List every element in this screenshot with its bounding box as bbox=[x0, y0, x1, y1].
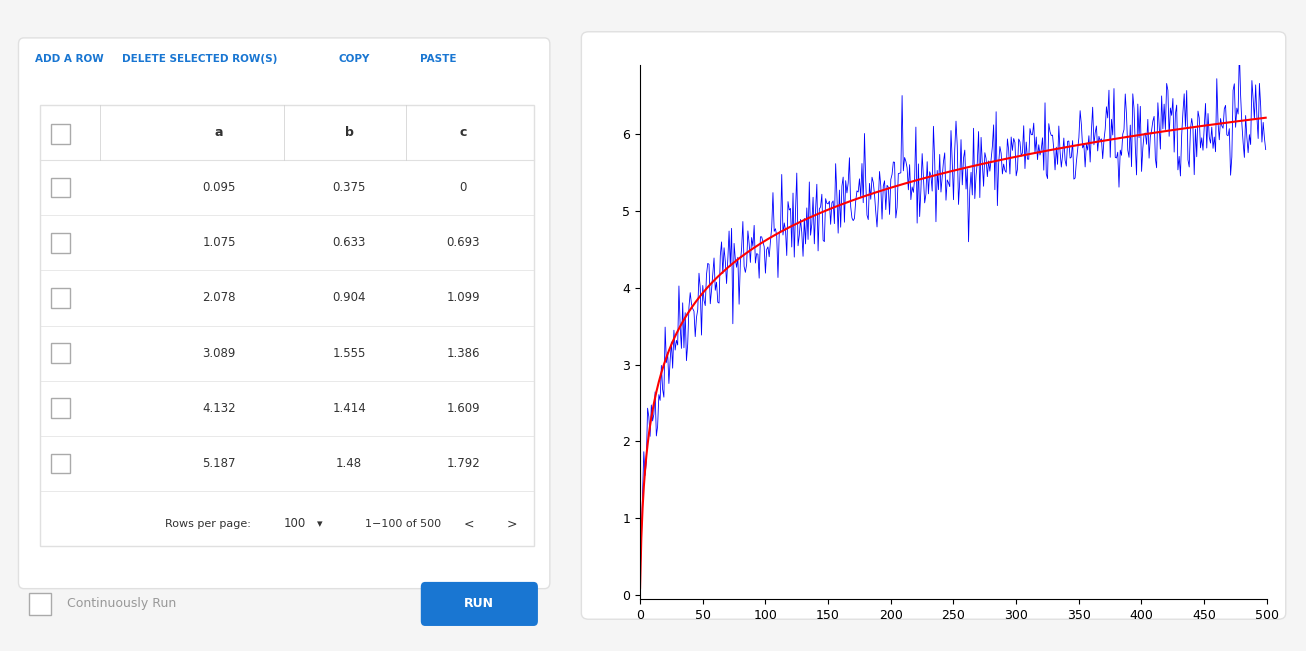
Text: 1.386: 1.386 bbox=[447, 346, 479, 359]
Text: 1.555: 1.555 bbox=[333, 346, 366, 359]
FancyBboxPatch shape bbox=[18, 38, 550, 589]
Text: b: b bbox=[345, 126, 354, 139]
Text: c: c bbox=[460, 126, 466, 139]
Text: 0.375: 0.375 bbox=[333, 182, 366, 194]
Text: >: > bbox=[507, 518, 517, 531]
Text: 1.792: 1.792 bbox=[447, 457, 481, 469]
Text: ▾: ▾ bbox=[316, 519, 323, 529]
Text: DELETE SELECTED ROW(S): DELETE SELECTED ROW(S) bbox=[121, 54, 277, 64]
Text: <: < bbox=[464, 518, 474, 531]
Text: 1.609: 1.609 bbox=[447, 402, 479, 415]
Text: 5.187: 5.187 bbox=[202, 457, 236, 469]
Bar bbox=[51, 454, 71, 473]
Bar bbox=[51, 124, 71, 144]
Text: 3.089: 3.089 bbox=[202, 346, 236, 359]
FancyBboxPatch shape bbox=[421, 582, 538, 626]
Text: 0: 0 bbox=[460, 182, 466, 194]
Text: Rows per page:: Rows per page: bbox=[165, 519, 251, 529]
Bar bbox=[51, 288, 71, 308]
Text: PASTE: PASTE bbox=[419, 54, 456, 64]
Text: 0.693: 0.693 bbox=[447, 236, 479, 249]
Text: 1.48: 1.48 bbox=[336, 457, 362, 469]
Text: RUN: RUN bbox=[465, 598, 495, 611]
Text: 2.078: 2.078 bbox=[202, 292, 236, 305]
Bar bbox=[51, 398, 71, 418]
Bar bbox=[29, 593, 51, 615]
Text: a: a bbox=[215, 126, 223, 139]
Text: 0.633: 0.633 bbox=[333, 236, 366, 249]
FancyBboxPatch shape bbox=[581, 32, 1285, 619]
Text: 0.904: 0.904 bbox=[333, 292, 366, 305]
Text: 0.095: 0.095 bbox=[202, 182, 236, 194]
Text: 4.132: 4.132 bbox=[202, 402, 236, 415]
Bar bbox=[40, 105, 534, 546]
Text: 1.099: 1.099 bbox=[447, 292, 479, 305]
Bar bbox=[51, 233, 71, 253]
Bar bbox=[51, 178, 71, 197]
Text: Continuously Run: Continuously Run bbox=[68, 598, 176, 611]
Text: 1.414: 1.414 bbox=[332, 402, 366, 415]
Bar bbox=[51, 343, 71, 363]
Text: 1.075: 1.075 bbox=[202, 236, 236, 249]
Text: COPY: COPY bbox=[338, 54, 370, 64]
Text: 1−100 of 500: 1−100 of 500 bbox=[366, 519, 441, 529]
Text: ADD A ROW: ADD A ROW bbox=[35, 54, 103, 64]
Text: 100: 100 bbox=[283, 518, 306, 531]
